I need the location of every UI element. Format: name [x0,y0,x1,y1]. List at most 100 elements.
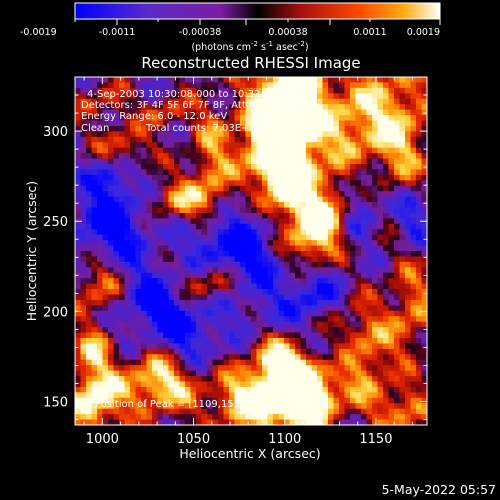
heatmap-cell [322,164,329,170]
heatmap-cell [300,397,307,404]
heatmap-cell [207,289,213,295]
heatmap-cell [377,207,384,214]
heatmap-cell [185,305,191,312]
heatmap-cell [201,164,208,170]
heatmap-cell [278,164,285,170]
heatmap-cell [273,327,279,333]
heatmap-cell [333,98,340,105]
heatmap-cell [75,327,81,333]
heatmap-cell [130,332,136,339]
heatmap-cell [350,299,356,306]
heatmap-cell [372,256,378,263]
heatmap-cell [179,158,186,165]
heatmap-cell [119,218,125,225]
heatmap-cell [350,321,356,328]
heatmap-cell [394,104,400,111]
heatmap-cell [306,278,312,285]
heatmap-cell [339,386,345,393]
heatmap-cell [168,136,175,143]
heatmap-cell [377,278,384,285]
heatmap-cell [289,299,296,306]
heatmap-cell [328,299,334,306]
heatmap-cell [339,376,345,382]
heatmap-cell [80,403,87,410]
heatmap-cell [229,125,235,132]
heatmap-cell [229,419,235,425]
heatmap-cell [75,267,81,274]
heatmap-cell [75,289,81,295]
heatmap-cell [185,158,191,165]
heatmap-cell [223,408,230,415]
heatmap-cell [311,419,318,425]
heatmap-cell [119,316,125,323]
heatmap-cell [185,327,191,333]
heatmap-cell [135,234,142,241]
heatmap-cell [394,408,400,415]
heatmap-cell [311,142,318,149]
heatmap-cell [207,109,213,116]
heatmap-cell [102,267,109,274]
heatmap-cell [399,343,406,350]
heatmap-cell [119,202,125,208]
heatmap-cell [207,267,213,274]
heatmap-cell [377,240,384,246]
heatmap-cell [383,109,389,116]
heatmap-cell [152,153,158,159]
heatmap-cell [80,142,87,149]
heatmap-cell [372,93,378,100]
heatmap-cell [289,408,296,415]
heatmap-cell [366,153,373,159]
heatmap-cell [102,98,109,105]
heatmap-cell [141,223,147,230]
heatmap-cell [289,120,296,127]
heatmap-cell [245,240,252,246]
heatmap-cell [267,310,274,317]
heatmap-cell [372,169,378,176]
heatmap-cell [174,147,180,154]
heatmap-cell [91,365,98,372]
heatmap-cell [388,419,395,425]
heatmap-cell [157,289,164,295]
heatmap-cell [300,240,307,246]
heatmap-cell [97,229,103,236]
heatmap-cell [179,376,186,382]
heatmap-cell [377,256,384,263]
heatmap-cell [416,403,422,410]
heatmap-cell [113,392,120,399]
heatmap-cell [317,109,323,116]
heatmap-cell [157,419,164,425]
heatmap-cell [284,403,290,410]
heatmap-cell [212,419,219,425]
heatmap-cell [306,223,312,230]
heatmap-cell [152,202,158,208]
heatmap-cell [328,289,334,295]
heatmap-cell [416,245,422,252]
heatmap-cell [284,136,290,143]
heatmap-cell [157,310,164,317]
heatmap-cell [416,419,422,425]
heatmap-cell [91,87,98,94]
heatmap-cell [124,321,131,328]
heatmap-cell [273,354,279,361]
heatmap-cell [124,245,131,252]
heatmap-cell [234,131,241,138]
heatmap-cell [289,397,296,404]
heatmap-cell [377,185,384,192]
heatmap-cell [207,223,213,230]
heatmap-cell [174,256,180,263]
heatmap-cell [410,376,417,382]
heatmap-cell [328,403,334,410]
heatmap-cell [135,289,142,295]
heatmap-cell [361,169,367,176]
heatmap-cell [201,169,208,176]
heatmap-cell [185,93,191,100]
heatmap-cell [102,240,109,246]
heatmap-cell [361,348,367,355]
heatmap-cell [355,136,362,143]
heatmap-cell [350,87,356,94]
heatmap-cell [190,305,197,312]
heatmap-cell [135,158,142,165]
heatmap-cell [273,153,279,159]
heatmap-cell [130,191,136,198]
heatmap-cell [196,234,202,241]
